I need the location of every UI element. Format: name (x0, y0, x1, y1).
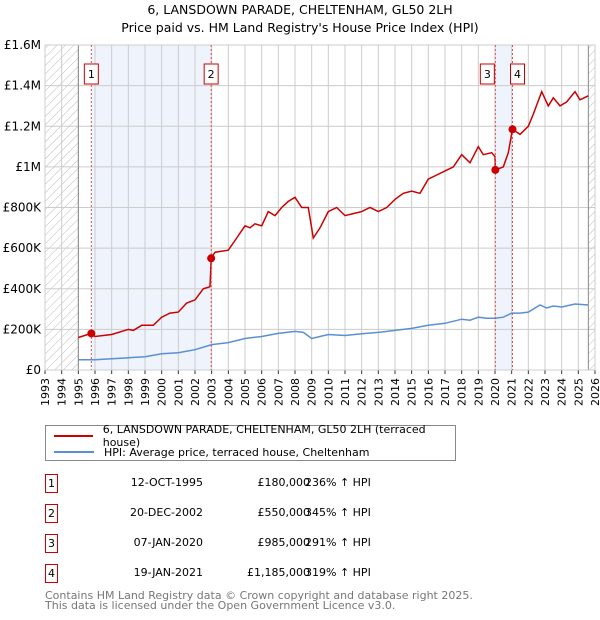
chart-subtitle: Price paid vs. HM Land Registry's House … (121, 20, 479, 35)
x-tick-label: 1998 (122, 378, 135, 406)
x-tick-label: 2025 (572, 378, 585, 406)
x-tick-label: 2022 (522, 378, 535, 406)
x-tick-label: 2019 (472, 378, 485, 406)
transaction-row: 1 12-OCT-1995 £180,000 236% ↑ HPI (45, 474, 445, 494)
x-tick-label: 1997 (106, 378, 119, 406)
y-tick-label: £600K (3, 241, 43, 255)
series-line-hpi (78, 303, 589, 361)
x-tick-label: 2011 (339, 378, 352, 406)
x-tick-label: 2001 (172, 378, 185, 406)
y-tick-label: £800K (3, 201, 43, 215)
x-tick-label: 2021 (506, 378, 519, 406)
sale-label-box (510, 63, 525, 85)
sale-date: 19-JAN-2021 (133, 566, 203, 579)
x-tick-label: 2015 (406, 378, 419, 406)
sale-price: £550,000 (257, 506, 311, 519)
hpi-change: 345% ↑ HPI (305, 506, 371, 519)
transaction-row: 4 19-JAN-2021 £1,185,000 319% ↑ HPI (45, 564, 445, 584)
sale-label: 1 (88, 68, 95, 81)
x-tick-label: 1993 (39, 378, 52, 406)
x-tick-label: 2004 (222, 378, 235, 406)
sale-label-box (203, 63, 219, 85)
sale-price: £1,185,000 (247, 566, 310, 579)
legend-line-blue (54, 451, 94, 453)
sale-label-box (479, 63, 495, 85)
sale-point (207, 254, 216, 263)
sale-number-badge: 2 (45, 504, 58, 523)
x-tick-label: 2006 (256, 378, 269, 406)
hpi-change: 319% ↑ HPI (305, 566, 371, 579)
sale-number-badge: 1 (45, 474, 58, 493)
x-tick-label: 2016 (422, 378, 435, 406)
sale-number-badge: 4 (45, 564, 58, 583)
y-tick-label: £1.4M (4, 79, 41, 93)
y-tick-label: £1.2M (4, 119, 41, 133)
x-tick-label: 2020 (489, 378, 502, 406)
x-tick-label: 2026 (589, 378, 600, 406)
y-tick-label: £0 (26, 363, 41, 377)
x-tick-label: 2017 (439, 378, 452, 406)
sale-number-badge: 3 (45, 534, 58, 553)
hpi-change: 291% ↑ HPI (305, 536, 371, 549)
sale-date: 12-OCT-1995 (130, 476, 203, 489)
x-tick-label: 2018 (456, 378, 469, 406)
legend-line-red (54, 435, 93, 437)
legend-item-property: 6, LANSDOWN PARADE, CHELTENHAM, GL50 2LH… (54, 423, 455, 449)
sale-date: 07-JAN-2020 (133, 536, 203, 549)
x-tick-label: 2024 (556, 378, 569, 406)
price-chart: 1 2 3 4 1993 1994 1995 1996 1997 1998 1999 2000 2001… (3, 38, 600, 406)
x-tick-label: 2008 (289, 378, 302, 406)
footer-licence: This data is licensed under the Open Gov… (45, 599, 396, 612)
sale-label: 4 (514, 68, 521, 81)
x-tick-label: 2005 (239, 378, 252, 406)
x-tick-label: 2012 (356, 378, 369, 406)
sale-date: 20-DEC-2002 (129, 506, 203, 519)
x-tick-label: 2023 (539, 378, 552, 406)
sale-label-box (83, 63, 99, 85)
plot-frame (44, 44, 596, 371)
series-line-property (78, 89, 589, 339)
sale-point (87, 329, 96, 338)
sale-point (508, 125, 517, 134)
y-tick-label: £400K (3, 282, 43, 296)
x-tick-label: 1996 (89, 378, 102, 406)
x-tick-label: 2013 (372, 378, 385, 406)
chart-title: 6, LANSDOWN PARADE, CHELTENHAM, GL50 2LH (147, 2, 453, 17)
x-tick-label: 1994 (56, 378, 69, 406)
y-tick-label: £200K (3, 322, 43, 336)
legend-item-hpi: HPI: Average price, terraced house, Chel… (54, 444, 369, 460)
sale-price: £180,000 (257, 476, 311, 489)
transaction-row: 2 20-DEC-2002 £550,000 345% ↑ HPI (45, 504, 445, 524)
y-tick-label: £1.6M (4, 38, 41, 52)
x-tick-label: 2000 (156, 378, 169, 406)
footer-copyright: Contains HM Land Registry data © Crown c… (45, 589, 473, 602)
sale-price: £985,000 (257, 536, 311, 549)
x-tick-label: 2009 (306, 378, 319, 406)
x-tick-label: 2003 (206, 378, 219, 406)
x-tick-label: 2010 (322, 378, 335, 406)
sale-label: 3 (484, 68, 491, 81)
sale-point (491, 165, 500, 174)
legend-label: HPI: Average price, terraced house, Chel… (104, 445, 370, 459)
legend: 6, LANSDOWN PARADE, CHELTENHAM, GL50 2LH… (45, 423, 456, 461)
x-tick-label: 2007 (272, 378, 285, 406)
x-tick-label: 2002 (189, 378, 202, 406)
x-tick-label: 1999 (139, 378, 152, 406)
x-tick-label: 2014 (389, 378, 402, 406)
transaction-row: 3 07-JAN-2020 £985,000 291% ↑ HPI (45, 534, 445, 554)
y-tick-label: £1M (15, 160, 41, 174)
sale-label: 2 (208, 68, 215, 81)
x-tick-label: 1995 (72, 378, 85, 406)
hpi-change: 236% ↑ HPI (305, 476, 371, 489)
legend-label: 6, LANSDOWN PARADE, CHELTENHAM, GL50 2LH… (102, 423, 426, 449)
